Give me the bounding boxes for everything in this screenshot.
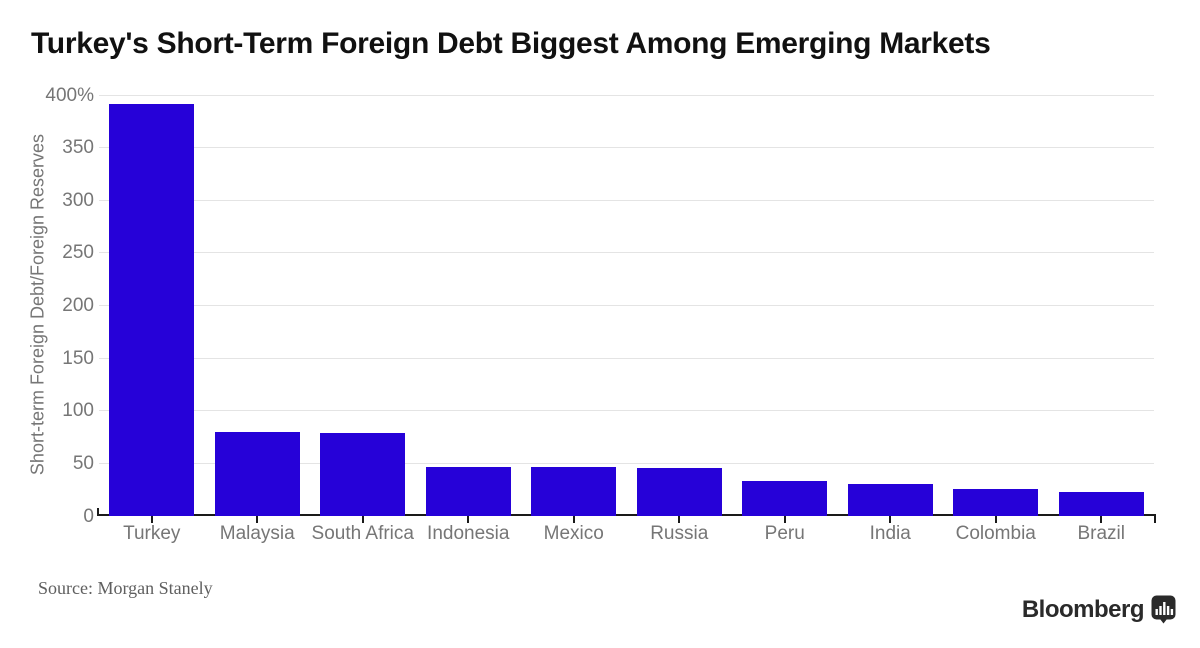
x-category-label: India xyxy=(869,523,911,544)
y-tick-label: 150 xyxy=(62,347,94,369)
gridline xyxy=(99,94,1154,96)
bar-colombia xyxy=(953,488,1039,516)
bloomberg-wordmark: Bloomberg xyxy=(1021,595,1145,623)
x-category-label: South Africa xyxy=(311,523,414,544)
x-category-label: Turkey xyxy=(123,523,181,544)
y-tick-label: 300 xyxy=(62,189,94,211)
bloomberg-chart-icon xyxy=(1151,595,1176,624)
gridline xyxy=(99,147,1154,149)
x-tick xyxy=(1100,516,1103,523)
x-axis-line xyxy=(97,514,1156,516)
x-tick xyxy=(889,516,892,523)
x-tick xyxy=(467,516,470,523)
gridline xyxy=(99,462,1154,464)
plot-area: 0 50 100 150 200 250 300 350 400% Turkey Malaysia S… xyxy=(45,85,1156,544)
bar-indonesia xyxy=(425,466,511,516)
bar-india xyxy=(847,484,933,516)
x-tick xyxy=(994,516,997,523)
y-tick-label: 50 xyxy=(72,452,94,474)
bar-peru xyxy=(742,481,828,516)
x-tick xyxy=(256,516,259,523)
gridline xyxy=(99,410,1154,412)
x-category-label: Indonesia xyxy=(427,523,510,544)
x-tick xyxy=(678,516,681,523)
chart-title: Turkey's Short-Term Foreign Debt Biggest… xyxy=(31,27,991,60)
y-tick-label: 100 xyxy=(62,400,94,422)
bar-mexico xyxy=(531,466,617,516)
gridline xyxy=(99,199,1154,201)
bar-brazil xyxy=(1058,491,1144,516)
gridline xyxy=(99,305,1154,306)
x-tick xyxy=(150,516,153,523)
y-tick-label: 400% xyxy=(45,84,94,106)
bar-russia xyxy=(636,467,722,516)
x-category-label: Peru xyxy=(764,523,805,544)
y-tick-label: 200 xyxy=(62,295,94,316)
x-tick xyxy=(361,516,364,523)
y-tick-label: 0 xyxy=(83,505,94,527)
y-tick-label: 350 xyxy=(62,137,94,159)
x-category-label: Mexico xyxy=(543,523,604,544)
bloomberg-logo: Bloomberg xyxy=(1022,595,1176,624)
bar-south-africa xyxy=(320,432,406,516)
bar-turkey xyxy=(109,104,195,516)
x-category-label: Brazil xyxy=(1077,523,1125,544)
axis-left-end-tick xyxy=(97,508,99,516)
x-tick xyxy=(783,516,786,523)
x-category-label: Russia xyxy=(650,523,709,544)
bar-malaysia xyxy=(214,431,300,516)
axis-right-end-tick xyxy=(1154,514,1156,523)
source-note: Source: Morgan Stanely xyxy=(38,578,213,598)
x-category-label: Malaysia xyxy=(219,523,295,544)
y-tick-label: 250 xyxy=(62,242,94,264)
x-tick xyxy=(572,516,575,523)
gridline xyxy=(99,252,1154,254)
x-category-label: Colombia xyxy=(955,523,1036,544)
gridline xyxy=(99,357,1154,359)
